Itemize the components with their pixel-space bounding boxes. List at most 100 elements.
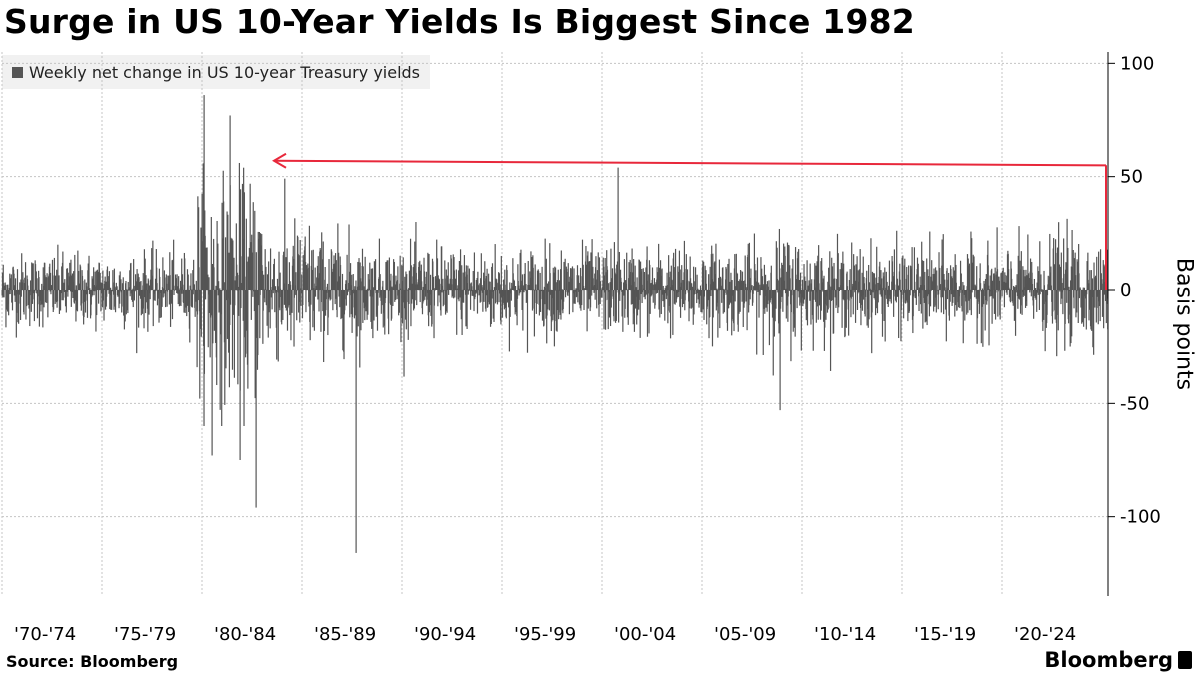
bar bbox=[919, 290, 921, 294]
bar bbox=[369, 262, 371, 290]
bar bbox=[1, 272, 4, 290]
bar bbox=[547, 290, 549, 310]
bar bbox=[509, 282, 511, 290]
bar bbox=[134, 285, 136, 290]
bar bbox=[574, 290, 577, 292]
bar bbox=[240, 290, 242, 309]
bar bbox=[955, 282, 957, 290]
bar bbox=[987, 265, 989, 290]
bar bbox=[693, 266, 695, 290]
bar bbox=[971, 238, 973, 290]
bar bbox=[449, 278, 451, 290]
bar bbox=[548, 281, 550, 290]
bar bbox=[46, 273, 48, 290]
bar bbox=[18, 290, 20, 324]
bar bbox=[79, 266, 82, 290]
bar bbox=[56, 290, 59, 302]
bar bbox=[801, 290, 803, 298]
bar bbox=[526, 290, 528, 302]
bar bbox=[1094, 290, 1096, 308]
bar bbox=[1001, 290, 1003, 297]
bar bbox=[936, 270, 938, 290]
bar bbox=[229, 290, 232, 305]
bar bbox=[1092, 290, 1094, 348]
bar bbox=[868, 290, 870, 320]
bar bbox=[993, 290, 996, 314]
bar bbox=[1008, 287, 1010, 290]
bar bbox=[1050, 285, 1052, 290]
bar bbox=[162, 290, 164, 298]
bar bbox=[629, 271, 632, 290]
bar bbox=[36, 290, 38, 294]
bar bbox=[82, 280, 84, 290]
bar bbox=[313, 288, 315, 290]
bar bbox=[826, 290, 829, 313]
y-tick-label: 50 bbox=[1120, 167, 1143, 188]
bar bbox=[1037, 266, 1039, 290]
bar bbox=[1047, 275, 1049, 290]
bar bbox=[223, 201, 225, 290]
bar bbox=[816, 290, 819, 307]
bar bbox=[369, 290, 371, 297]
bar bbox=[97, 271, 99, 290]
bar bbox=[883, 276, 885, 290]
bar bbox=[131, 290, 134, 302]
bar bbox=[16, 290, 18, 313]
bar bbox=[8, 290, 10, 295]
bar bbox=[821, 270, 823, 290]
bar bbox=[935, 290, 937, 313]
bar bbox=[224, 290, 226, 405]
bar bbox=[123, 290, 126, 330]
bar bbox=[71, 273, 74, 290]
bar bbox=[244, 276, 246, 290]
y-tick-label: 100 bbox=[1120, 53, 1154, 74]
bar bbox=[927, 269, 929, 290]
bar bbox=[1070, 266, 1072, 290]
bar bbox=[594, 290, 596, 300]
bar bbox=[103, 290, 105, 321]
bar bbox=[818, 290, 821, 306]
bar bbox=[468, 290, 470, 292]
bar bbox=[404, 276, 406, 290]
bar bbox=[920, 284, 922, 290]
bar bbox=[186, 269, 189, 290]
bar bbox=[588, 290, 590, 300]
bar bbox=[362, 290, 364, 323]
bar bbox=[710, 290, 712, 297]
bar bbox=[1059, 290, 1061, 292]
bar bbox=[470, 290, 472, 292]
bar bbox=[925, 290, 927, 322]
annotation-arrow-line bbox=[273, 159, 1107, 167]
bar bbox=[590, 280, 592, 290]
bar bbox=[1014, 290, 1017, 336]
bar bbox=[573, 290, 575, 294]
bar bbox=[963, 285, 965, 290]
bar bbox=[788, 245, 790, 290]
bar bbox=[139, 290, 142, 299]
bar bbox=[358, 258, 360, 290]
bar bbox=[934, 290, 936, 306]
bar bbox=[106, 290, 108, 297]
bar bbox=[628, 262, 630, 290]
bar bbox=[688, 281, 691, 290]
bar bbox=[14, 285, 16, 290]
bar bbox=[954, 290, 957, 306]
bar bbox=[993, 273, 995, 290]
bar bbox=[400, 290, 402, 319]
bar bbox=[3, 285, 6, 290]
bar bbox=[382, 290, 384, 328]
bar bbox=[121, 290, 123, 307]
bar bbox=[660, 275, 662, 290]
bar bbox=[574, 290, 576, 304]
bar bbox=[999, 290, 1002, 300]
bar bbox=[599, 274, 601, 290]
bar bbox=[423, 290, 425, 302]
bar bbox=[576, 290, 578, 297]
bar bbox=[781, 290, 783, 297]
bar bbox=[590, 252, 592, 290]
bar bbox=[279, 272, 281, 290]
bar bbox=[328, 290, 330, 300]
bar bbox=[1083, 290, 1085, 297]
bar bbox=[560, 290, 562, 320]
bar bbox=[388, 257, 391, 290]
